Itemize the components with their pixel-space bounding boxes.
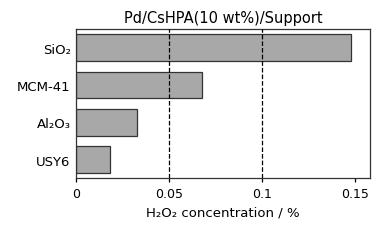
Bar (76, 72, 202, 99)
X-axis label: H₂O₂ concentration / %: H₂O₂ concentration / % (146, 206, 300, 219)
Title: Pd/CsHPA(10 wt%)/Support: Pd/CsHPA(10 wt%)/Support (123, 11, 322, 26)
Bar (76, 35, 351, 62)
Bar (76, 147, 110, 173)
Bar (76, 109, 138, 136)
